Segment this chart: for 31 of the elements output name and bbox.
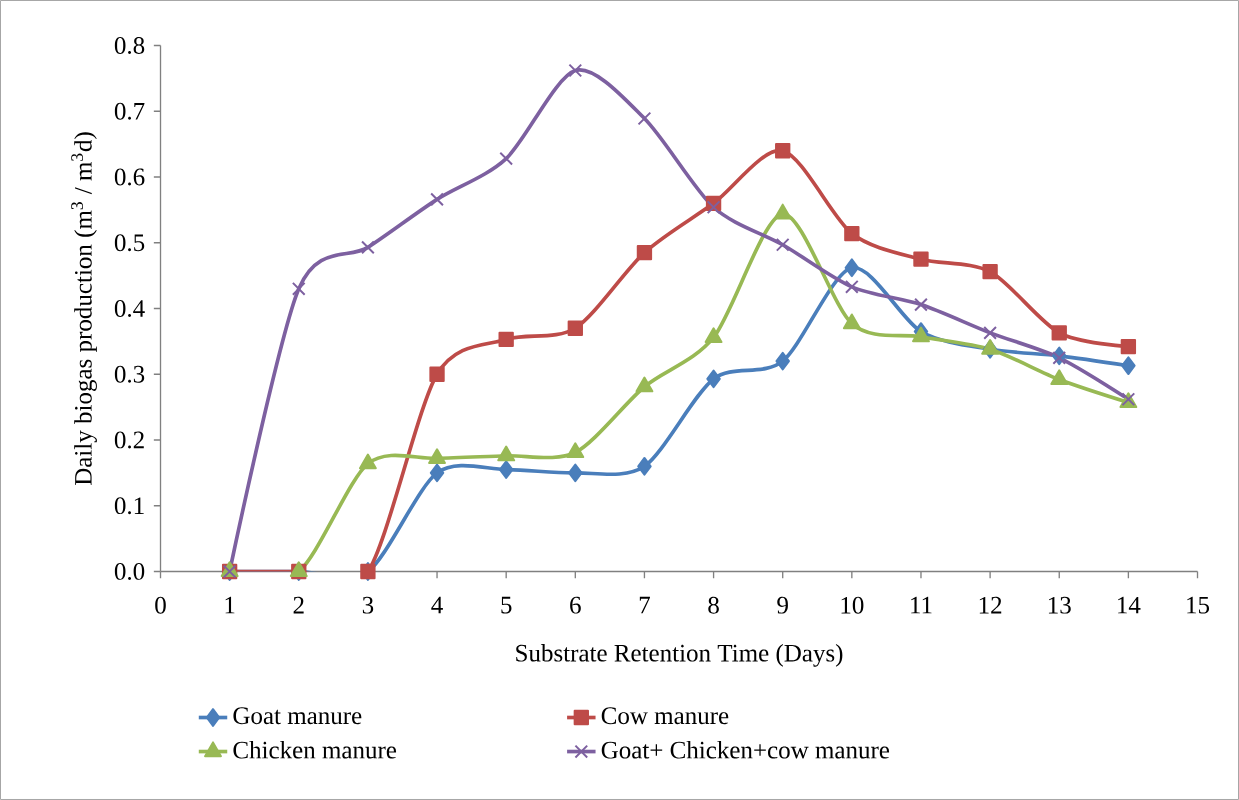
y-tick-label: 0.4 <box>114 300 145 318</box>
x-tick-label: 12 <box>979 596 1002 614</box>
x-tick-label: 9 <box>777 596 788 614</box>
legend-label: Cow manure <box>601 707 729 725</box>
x-tick-label: 7 <box>639 596 650 614</box>
y-axis-title: Daily biogas production (m$^{3}$ / m$^{3}$d) <box>71 132 97 486</box>
x-tick-label: 8 <box>708 596 719 614</box>
x-tick-label: 2 <box>293 596 304 614</box>
y-tick-label: 0.3 <box>114 365 145 383</box>
y-tick-label: 0.1 <box>114 497 144 515</box>
legend-label: Chicken manure <box>233 741 397 759</box>
x-tick-label: 5 <box>501 596 512 614</box>
x-tick-label: 14 <box>1118 596 1141 614</box>
x-tick-label: 15 <box>1187 596 1210 614</box>
x-tick-label: 0 <box>155 596 166 614</box>
x-tick-label: 6 <box>570 596 581 614</box>
y-tick-label: 0.0 <box>114 563 145 580</box>
legend-label: Goat+ Chicken+cow manure <box>601 741 890 759</box>
y-tick-label: 0.2 <box>114 431 144 449</box>
y-tick-label: 0.5 <box>114 234 145 252</box>
x-axis-title: Substrate Retention Time (Days) <box>516 644 843 667</box>
x-tick-label: 10 <box>841 596 864 614</box>
y-tick-label: 0.6 <box>114 168 145 186</box>
y-tick-label: 0.7 <box>114 102 145 120</box>
x-tick-label: 1 <box>225 596 235 614</box>
x-tick-label: 4 <box>431 596 443 614</box>
x-tick-label: 11 <box>911 596 932 614</box>
x-tick-label: 3 <box>362 596 374 614</box>
y-tick-label: 0.8 <box>114 37 145 55</box>
legend-label: Goat manure <box>233 707 362 725</box>
x-tick-label: 13 <box>1048 596 1071 614</box>
